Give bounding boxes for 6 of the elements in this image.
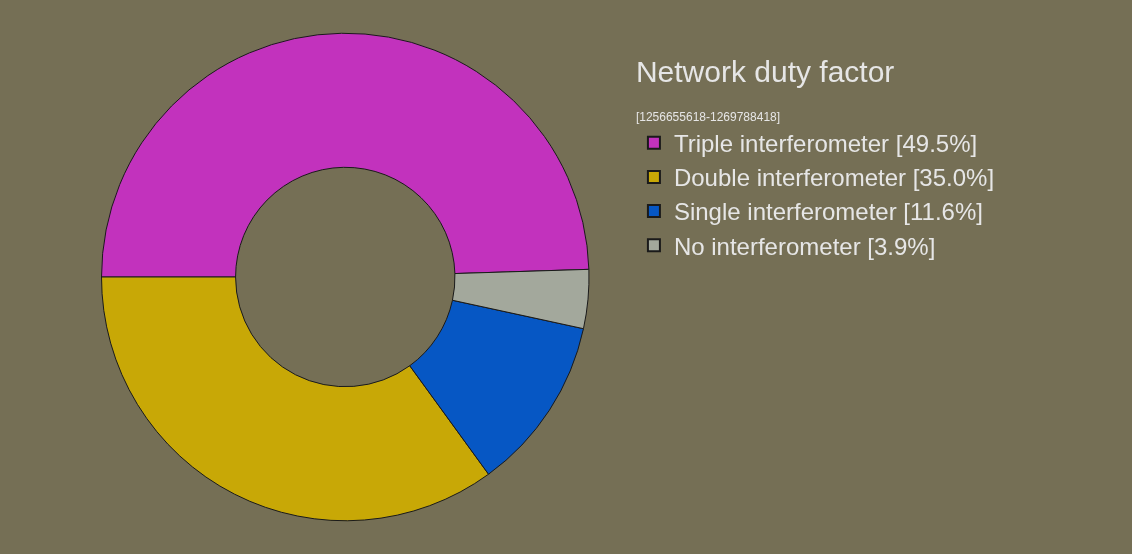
legend-title: Network duty factor <box>635 54 895 88</box>
legend-label: Triple interferometer [49.5%] <box>673 130 978 158</box>
text: [1256655618-1269788418] <box>635 109 781 124</box>
legend-label: Double interferometer [35.0%] <box>673 164 995 192</box>
legend-label: No interferometer [3.9%] <box>673 232 936 260</box>
legend-label: Single interferometer [11.6%] <box>673 198 983 226</box>
